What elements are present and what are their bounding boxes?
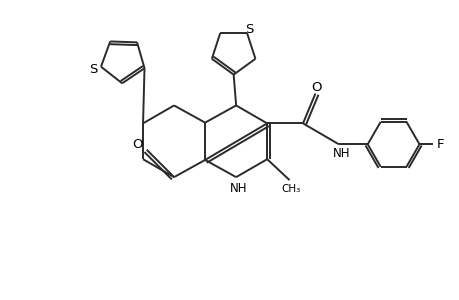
Text: S: S bbox=[89, 63, 97, 76]
Text: S: S bbox=[245, 23, 253, 36]
Text: O: O bbox=[311, 81, 321, 94]
Text: NH: NH bbox=[230, 182, 247, 195]
Text: NH: NH bbox=[332, 147, 349, 160]
Text: O: O bbox=[132, 138, 143, 151]
Text: F: F bbox=[436, 138, 443, 151]
Text: CH₃: CH₃ bbox=[281, 184, 300, 194]
